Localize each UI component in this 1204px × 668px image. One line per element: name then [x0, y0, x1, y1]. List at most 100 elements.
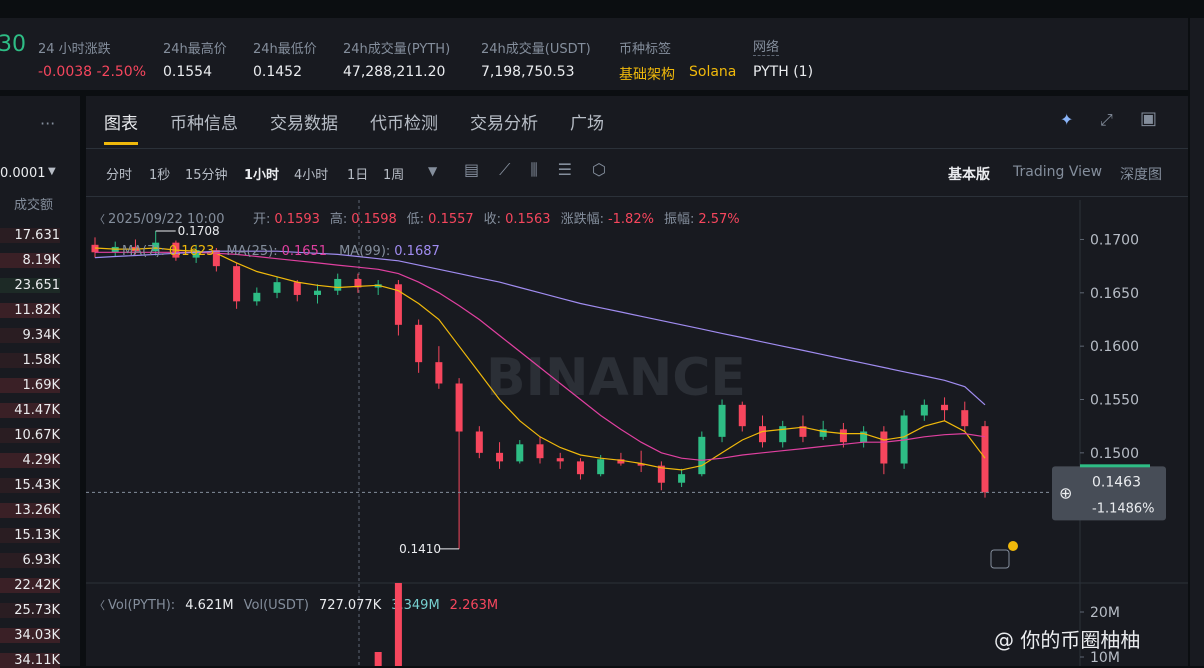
last-price-label: 0.1463	[1092, 474, 1141, 490]
trade-amount: 9.34K	[0, 328, 60, 343]
trade-amount: 17.631	[0, 228, 60, 243]
ma-line	[94, 250, 986, 406]
y-tick-label: 0.1550	[1090, 393, 1139, 409]
candle-body	[799, 426, 807, 437]
candle-body	[233, 266, 241, 302]
tool-icons[interactable]: ▤⟋⫼☰⬡	[464, 160, 626, 179]
plus-icon: ⊕	[1059, 483, 1072, 502]
price: 30	[0, 32, 26, 57]
candle-body	[738, 404, 746, 427]
ma-label: MA(25):	[226, 244, 277, 259]
tab[interactable]: 币种信息	[170, 114, 238, 134]
column-header: 成交额	[14, 198, 54, 213]
candle-body	[759, 426, 766, 443]
ohlc-field-value: 0.1557	[428, 212, 474, 227]
candle-body	[435, 362, 443, 384]
order-book: ··· 0.0001 ▼ 成交额 17.631 8.19K 23.651 11.82K…	[0, 96, 80, 668]
tab[interactable]: 交易分析	[470, 114, 538, 134]
candle-body	[880, 431, 888, 464]
last-price-box	[1052, 466, 1166, 521]
trade-amount: 41.47K	[0, 403, 60, 418]
candle-body	[779, 426, 787, 443]
candle-body	[536, 444, 544, 459]
volume-legend: 3.349M	[391, 598, 439, 613]
volume-legend: 2.263M	[450, 598, 498, 613]
ohlc-date: 2025/09/22 10:00	[108, 212, 225, 227]
watermark: @ 你的币圈柚柚	[994, 628, 1141, 652]
candle-body	[920, 404, 928, 416]
candle-body	[516, 444, 524, 462]
tab[interactable]: 图表	[104, 109, 138, 145]
expand-icon[interactable]: ⤢	[1100, 110, 1113, 129]
stat-value: 47,288,211.20	[343, 64, 446, 80]
interval[interactable]: 1秒	[149, 168, 171, 183]
y-tick-label: 0.1700	[1090, 232, 1139, 248]
stat-value: 7,198,750.53	[481, 64, 575, 80]
view-option[interactable]: 基本版	[948, 167, 990, 183]
interval[interactable]: 4小时	[294, 168, 329, 183]
trade-amount: 1.69K	[0, 378, 60, 393]
chart-watermark: BINANCE	[486, 348, 746, 408]
interval[interactable]: 1小时	[244, 168, 280, 183]
stat-label: 24h成交量(PYTH)	[343, 42, 451, 57]
interval[interactable]: 分时	[106, 168, 133, 183]
network-label: 网络	[753, 36, 780, 56]
notice-icon	[990, 549, 1010, 569]
trade-amount: 25.73K	[0, 603, 60, 618]
ma-value: 0.1651	[282, 244, 328, 259]
stat-label: 24h最高价	[163, 42, 227, 57]
candle-body	[576, 461, 584, 475]
ohlc-field-value: 0.1593	[274, 212, 320, 227]
candle-body	[192, 250, 200, 258]
notice-dot	[1008, 541, 1018, 551]
trade-amount: 6.93K	[0, 553, 60, 568]
ai-icon[interactable]: ✦	[1060, 110, 1074, 129]
ma-value: 0.1623	[169, 244, 215, 259]
view-option[interactable]: 深度图	[1120, 167, 1162, 183]
trade-amount: 34.11K	[0, 653, 60, 668]
volume-bar-partial	[394, 583, 402, 666]
dropdown-icon[interactable]: ▼	[428, 164, 438, 178]
candle-body	[657, 465, 665, 483]
collapse-icon: 〈	[94, 213, 105, 226]
layout-icon[interactable]: ▣	[1140, 108, 1158, 129]
view-option[interactable]: Trading View	[1013, 164, 1103, 180]
candle-body	[718, 404, 726, 437]
ohlc-field-value: 0.1563	[505, 212, 551, 227]
volume-bar-partial	[374, 652, 382, 666]
candle-body	[293, 282, 301, 295]
candle-body	[496, 452, 504, 462]
tab[interactable]: 代币检测	[370, 114, 438, 134]
trade-amount: 8.19K	[0, 253, 60, 268]
candle-body	[394, 284, 402, 325]
candle-body	[273, 282, 281, 293]
y-tick-label: 0.1600	[1090, 339, 1139, 355]
y-tick-label: 10M	[1090, 650, 1120, 666]
candle-body	[981, 426, 989, 493]
interval[interactable]: 1日	[347, 168, 369, 183]
chart-panel: ✦ ⤢ ▣ ▼ ▤⟋⫼☰⬡ 图表 币种信息 交易数据 代币检测 交易分析 广场分时 1秒 15…	[86, 96, 1188, 666]
ohlc-field-label: 涨跌幅:	[561, 211, 604, 227]
y-tick-label: 20M	[1090, 605, 1120, 621]
candle-body	[941, 404, 949, 411]
ohlc-field-label: 收:	[484, 212, 501, 227]
tab[interactable]: 交易数据	[270, 114, 338, 134]
more-icon[interactable]: ···	[40, 114, 56, 133]
candle-body	[839, 429, 847, 443]
ohlc-field-label: 低:	[407, 212, 424, 227]
tag[interactable]: 基础架构	[619, 67, 675, 83]
interval[interactable]: 15分钟	[185, 168, 228, 183]
tag[interactable]: Solana	[689, 64, 737, 80]
interval[interactable]: 1周	[383, 168, 405, 183]
ma-label: MA(99):	[339, 244, 390, 259]
ohlc-field-label: 振幅:	[664, 212, 694, 227]
precision[interactable]: 0.0001	[0, 166, 46, 181]
candle-body	[961, 410, 969, 427]
trade-amount: 15.13K	[0, 528, 60, 543]
extreme-label: 0.1708	[178, 224, 220, 238]
ticker-bar: 30 24 小时涨跌 -0.0038 -2.50% 24h最高价 0.1554 24h最…	[0, 18, 1188, 90]
tab[interactable]: 广场	[570, 114, 604, 134]
collapse-icon: 〈	[94, 599, 105, 612]
last-change-label: -1.1486%	[1092, 501, 1155, 516]
candle-body	[678, 474, 686, 483]
